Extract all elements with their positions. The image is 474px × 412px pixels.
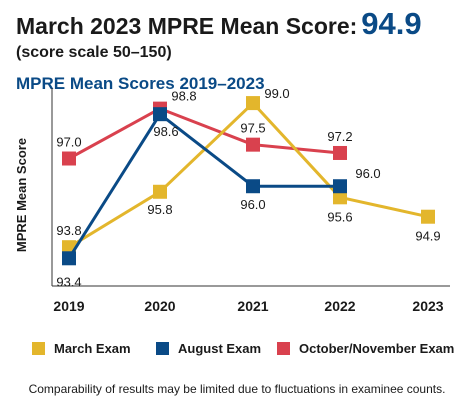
x-tick-label-2019: 2019 (53, 298, 84, 314)
headline: March 2023 MPRE Mean Score: 94.9 (16, 6, 422, 42)
headline-text: March 2023 MPRE Mean Score: (16, 13, 358, 39)
data-point-march-2022 (333, 190, 347, 205)
x-tick-label-2021: 2021 (237, 298, 268, 314)
footnote: Comparability of results may be limited … (28, 382, 446, 396)
legend-swatch-october (277, 342, 290, 355)
data-point-august-2022 (333, 179, 347, 194)
data-point-august-2019 (62, 251, 76, 266)
data-label-august-2021: 96.0 (240, 197, 265, 212)
data-point-august-2021 (246, 179, 260, 194)
legend-label-august: August Exam (178, 341, 262, 356)
data-label-october-2022: 97.2 (327, 129, 352, 144)
series-line-august (67, 112, 340, 260)
data-point-october-2019 (62, 151, 76, 166)
data-point-august-2020 (153, 107, 167, 122)
score-scale-note: (score scale 50–150) (16, 44, 172, 61)
legend-item-march: March Exam (32, 341, 131, 356)
legend-item-august: August Exam (156, 341, 261, 356)
legend-swatch-august (156, 342, 169, 355)
y-axis-label: MPRE Mean Score (14, 138, 29, 252)
x-tick-label-2020: 2020 (144, 298, 175, 314)
data-point-october-2021 (246, 137, 260, 152)
headline-score: 94.9 (361, 6, 422, 41)
x-tick-label-2022: 2022 (324, 298, 355, 314)
data-point-october-2022 (333, 145, 347, 160)
legend-item-october: October/November Exam (277, 341, 454, 356)
data-label-october-2019: 97.0 (56, 135, 81, 150)
data-label-october-2020: 98.8 (171, 89, 196, 104)
data-point-march-2023 (421, 209, 435, 224)
legend-label-march: March Exam (54, 341, 131, 356)
legend-swatch-march (32, 342, 45, 355)
data-label-august-2022: 96.0 (355, 166, 380, 181)
chart-title: MPRE Mean Scores 2019–2023 (16, 74, 265, 93)
data-point-march-2021 (246, 96, 260, 111)
data-label-august-2019: 93.4 (56, 274, 81, 289)
data-label-october-2021: 97.5 (240, 121, 265, 136)
data-label-august-2020: 98.6 (153, 124, 178, 139)
data-label-march-2022: 95.6 (327, 209, 352, 224)
chart-legend: March Exam August Exam October/November … (0, 341, 474, 359)
data-label-march-2020: 95.8 (147, 202, 172, 217)
data-point-march-2020 (153, 184, 167, 199)
data-label-march-2019: 93.8 (56, 223, 81, 238)
legend-label-october: October/November Exam (299, 341, 455, 356)
x-tick-label-2023: 2023 (412, 298, 443, 314)
data-label-march-2021: 99.0 (264, 86, 289, 101)
data-label-march-2023: 94.9 (415, 229, 440, 244)
